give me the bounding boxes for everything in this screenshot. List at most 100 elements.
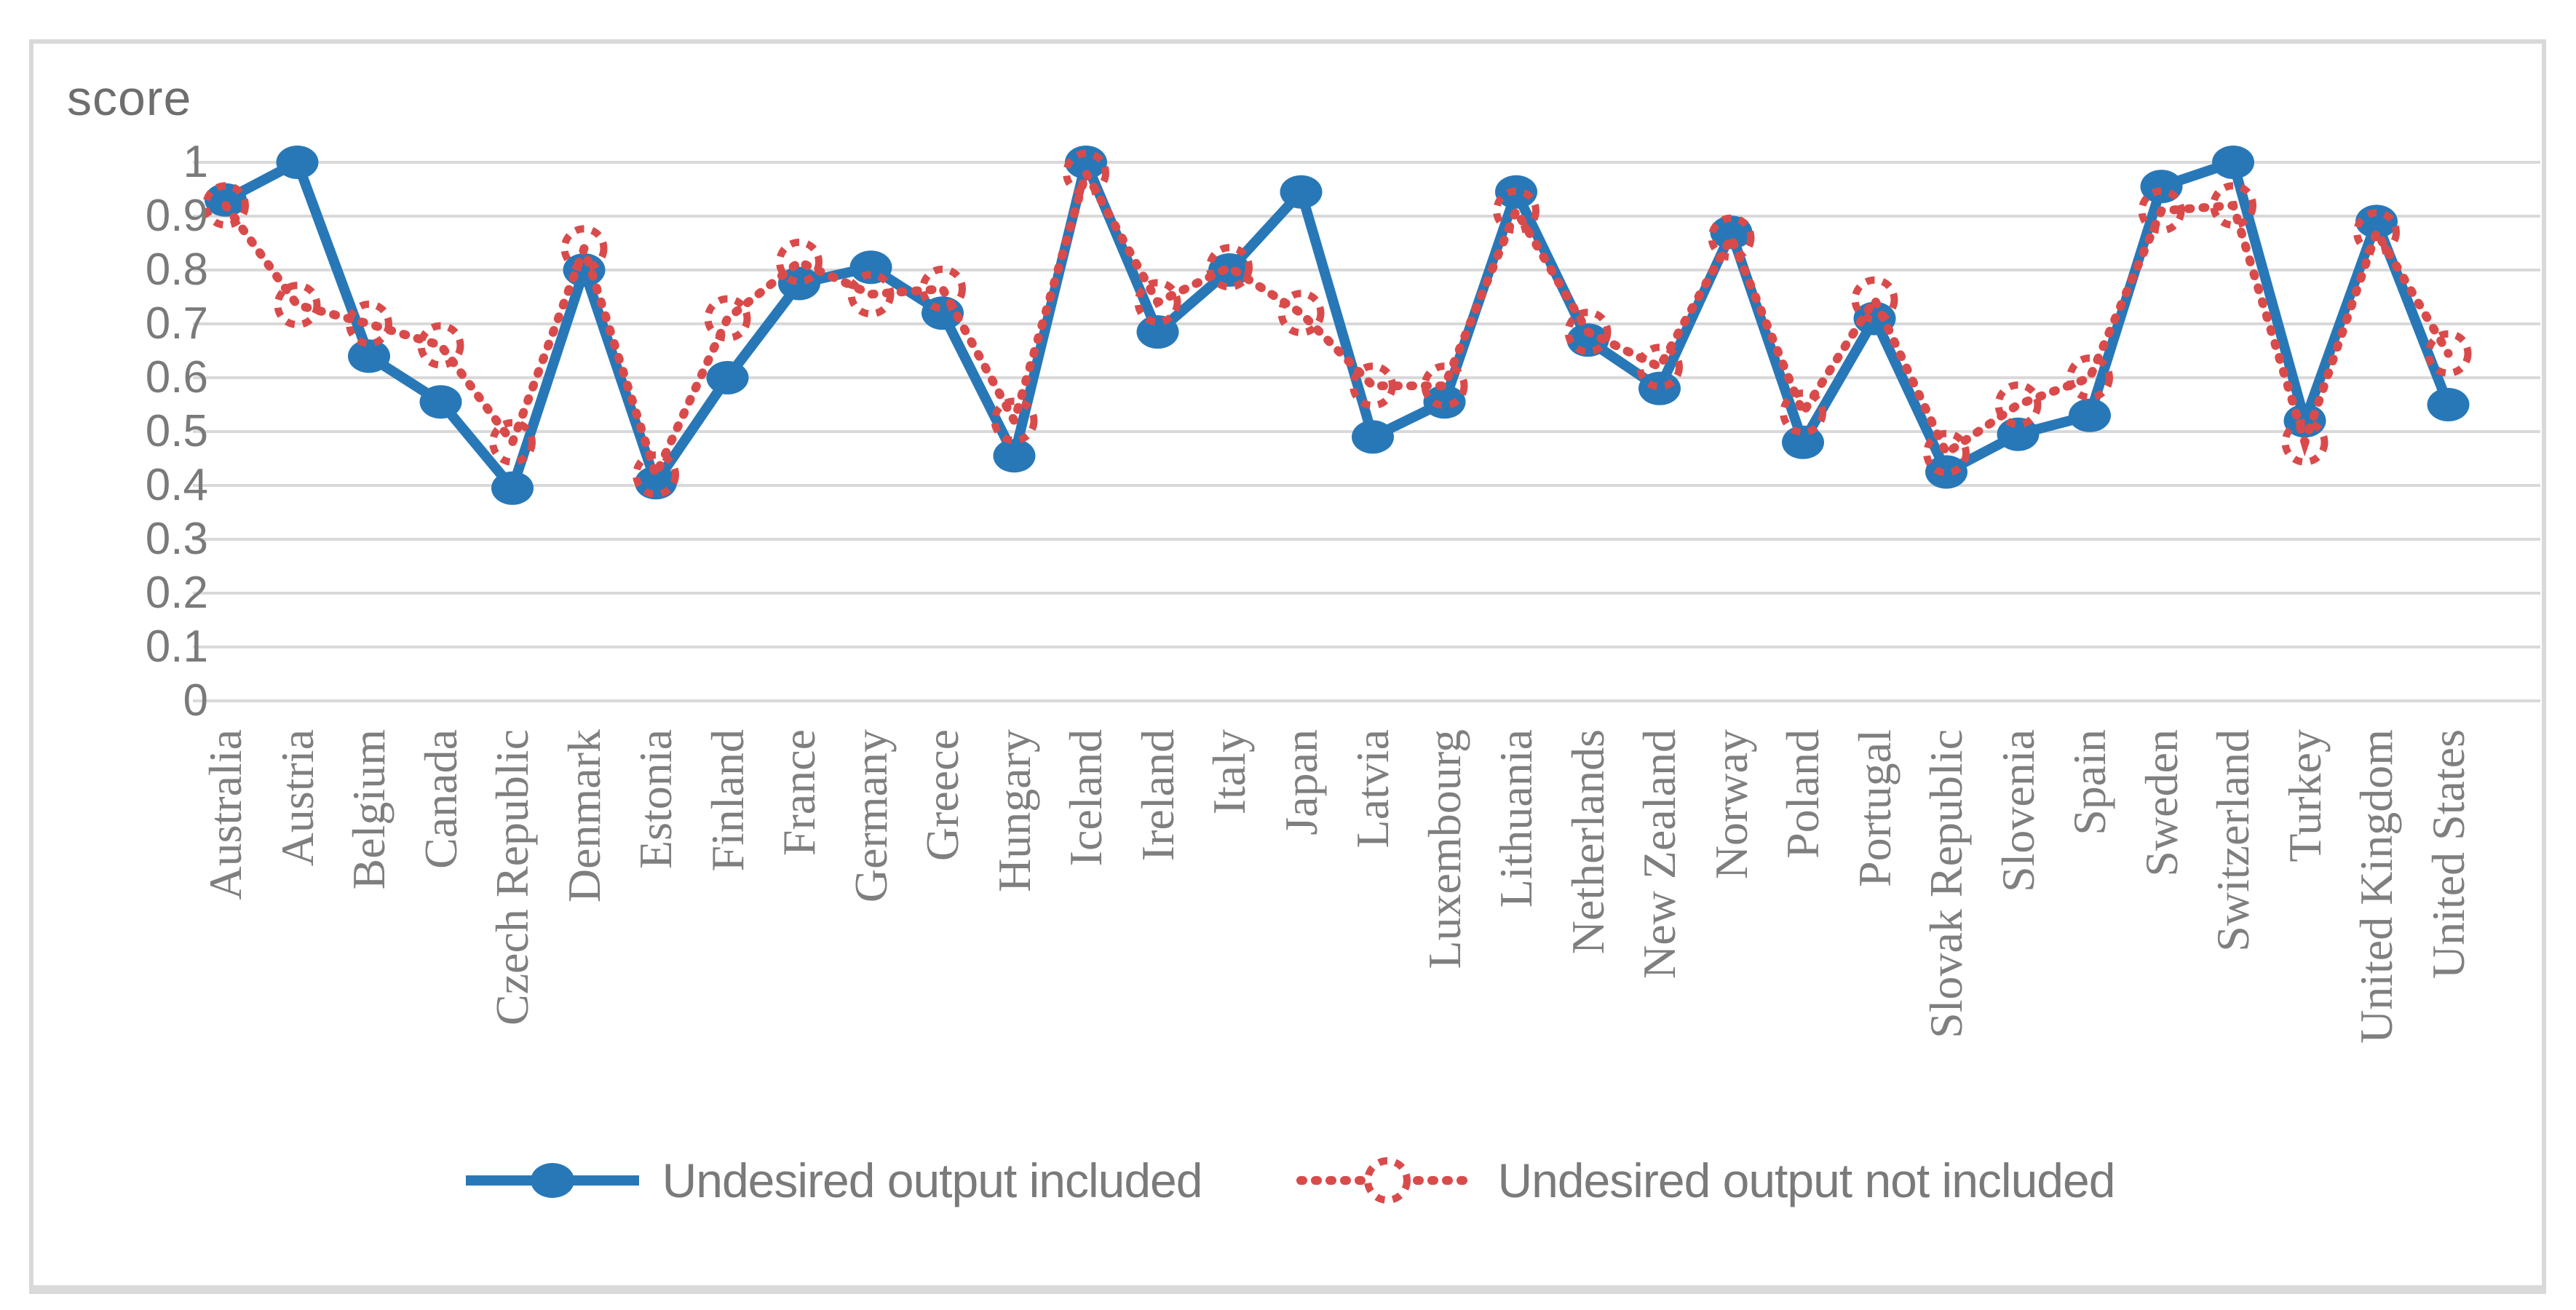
y-tick-label: 0.3 <box>145 514 208 564</box>
x-category-label: Portugal <box>1848 729 1901 887</box>
data-point-open-circle <box>2210 182 2256 229</box>
data-point-open-circle <box>1780 389 1826 437</box>
y-tick-label: 0.9 <box>145 191 208 241</box>
y-tick-label: 0.8 <box>145 245 208 295</box>
data-point-open-circle <box>1636 344 1683 391</box>
x-category-label: Sweden <box>2135 729 2187 877</box>
y-tick-label: 0.5 <box>145 406 208 456</box>
x-category-label: Italy <box>1203 729 1255 815</box>
x-category-label: Spain <box>2064 729 2115 835</box>
data-point-open-circle <box>2425 330 2472 377</box>
data-point-open-circle <box>202 182 249 229</box>
x-category-label: Latvia <box>1347 729 1398 849</box>
data-point-filled-circle <box>419 385 462 419</box>
y-tick-label: 0 <box>183 675 208 726</box>
x-category-label: Iceland <box>1060 729 1111 867</box>
data-point-open-circle <box>1923 429 1970 477</box>
data-point-open-circle <box>560 225 608 272</box>
x-category-label: Finland <box>701 729 753 872</box>
legend-item-not-included: Undesired output not included <box>1296 1151 2115 1210</box>
data-point-open-circle <box>704 295 751 342</box>
data-point-open-circle <box>2353 209 2400 256</box>
x-category-label: Czech Republic <box>486 729 538 1025</box>
data-point-filled-circle <box>993 439 1036 473</box>
data-point-open-circle <box>2066 354 2113 401</box>
x-category-label: Canada <box>414 729 467 869</box>
data-point-open-circle <box>1063 149 1109 196</box>
x-category-label: Ireland <box>1131 729 1184 862</box>
data-point-open-circle <box>1994 381 2042 428</box>
data-point-open-circle <box>1851 276 1898 323</box>
data-point-filled-circle <box>1208 253 1251 287</box>
data-point-open-circle <box>274 282 321 329</box>
data-point-open-circle <box>633 451 679 499</box>
data-point-filled-circle <box>491 471 534 505</box>
x-category-label: France <box>773 729 825 857</box>
y-tick-label: 0.6 <box>145 352 208 402</box>
data-point-open-circle <box>1350 362 1396 410</box>
data-point-filled-circle <box>1925 455 1967 489</box>
data-point-filled-circle <box>348 339 390 373</box>
y-tick-label: 0.4 <box>145 460 208 510</box>
data-point-filled-circle <box>706 361 749 394</box>
x-category-label: Estonia <box>630 729 681 869</box>
chart-legend: Undesired output included Undesired outp… <box>0 1151 2576 1210</box>
data-point-filled-circle <box>2069 398 2111 432</box>
y-tick-label: 0.7 <box>145 298 208 349</box>
x-category-label: New Zealand <box>1633 729 1685 979</box>
x-category-label: Belgium <box>343 729 395 890</box>
data-point-open-circle <box>919 265 966 312</box>
legend-swatch-dotted-line-open-circle <box>1296 1157 1479 1204</box>
x-category-label: Norway <box>1705 729 1757 880</box>
chart-frame <box>29 39 2546 1294</box>
y-tick-label: 0.2 <box>145 568 208 618</box>
data-point-filled-circle <box>1280 175 1323 209</box>
x-category-label: Turkey <box>2278 729 2331 862</box>
x-category-label: Austria <box>271 729 323 867</box>
x-category-label: Australia <box>199 729 251 900</box>
data-point-open-circle <box>991 397 1038 445</box>
data-point-open-circle <box>489 418 536 466</box>
data-point-filled-circle <box>2427 388 2470 421</box>
data-point-open-circle <box>1708 214 1755 261</box>
data-point-open-circle <box>847 271 895 318</box>
data-point-open-circle <box>1134 279 1181 326</box>
x-category-label: Switzerland <box>2207 729 2259 952</box>
data-point-open-circle <box>1421 362 1468 410</box>
data-point-filled-circle <box>2212 146 2254 179</box>
y-axis-title: score <box>67 71 192 126</box>
x-category-label: Slovak Republic <box>1920 729 1972 1039</box>
legend-swatch-solid-line-filled-circle <box>465 1163 639 1198</box>
x-category-label: Hungary <box>988 729 1040 892</box>
data-point-open-circle <box>1206 244 1253 291</box>
data-point-filled-circle <box>1423 385 1466 419</box>
data-point-filled-circle <box>1352 420 1394 454</box>
data-point-open-circle <box>346 301 392 347</box>
data-point-open-circle <box>1277 290 1325 337</box>
data-point-filled-circle <box>1136 315 1179 349</box>
x-category-label: Greece <box>916 729 968 862</box>
y-tick-label: 0.1 <box>145 622 208 672</box>
x-category-label: Netherlands <box>1561 729 1614 955</box>
legend-item-included: Undesired output included <box>461 1151 1202 1210</box>
legend-label-included: Undesired output included <box>662 1154 1203 1207</box>
x-category-label: United States <box>2422 729 2474 980</box>
x-category-label: Luxembourg <box>1418 729 1470 969</box>
data-point-open-circle <box>2281 418 2329 466</box>
legend-label-not-included: Undesired output not included <box>1497 1154 2115 1207</box>
y-tick-label: 1 <box>183 137 208 187</box>
x-category-label: Slovenia <box>1992 729 2044 892</box>
x-category-label: Lithuania <box>1490 729 1542 908</box>
data-point-open-circle <box>417 322 464 369</box>
data-point-open-circle <box>1493 187 1539 234</box>
data-point-open-circle <box>776 238 823 285</box>
x-category-label: Japan <box>1275 729 1327 835</box>
data-point-open-circle <box>2138 187 2185 234</box>
data-point-filled-circle <box>1782 425 1824 459</box>
data-point-filled-circle <box>1997 417 2040 451</box>
x-category-label: Germany <box>844 729 897 903</box>
x-category-label: Poland <box>1777 729 1828 859</box>
x-category-label: United Kingdom <box>2350 729 2402 1044</box>
